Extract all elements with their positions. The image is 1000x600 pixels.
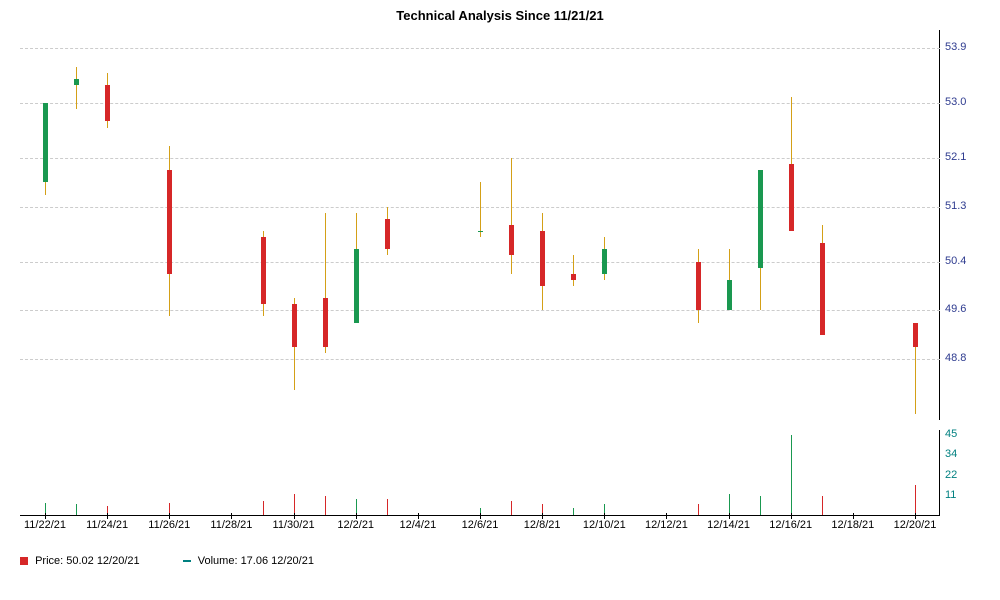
x-axis-label: 12/10/21 <box>583 519 626 531</box>
volume-bar <box>915 485 916 515</box>
candle-body <box>261 237 266 304</box>
legend-volume-label: Volume: 17.06 12/20/21 <box>198 555 314 567</box>
candle-body <box>696 262 701 311</box>
x-axis-label: 11/30/21 <box>273 519 315 531</box>
legend-price-label: Price: 50.02 12/20/21 <box>35 555 140 567</box>
x-axis-label: 12/2/21 <box>337 519 374 531</box>
price-y-label: 51.3 <box>945 200 966 212</box>
candle-body <box>478 231 483 232</box>
x-axis-label: 12/6/21 <box>462 519 499 531</box>
chart-container: Technical Analysis Since 11/21/21 48.849… <box>0 0 1000 600</box>
candle-wick <box>480 182 481 237</box>
volume-bar <box>573 508 574 515</box>
x-axis-label: 11/28/21 <box>210 519 252 531</box>
price-y-label: 48.8 <box>945 352 966 364</box>
candle-body <box>323 298 328 347</box>
candle-body <box>292 304 297 347</box>
volume-y-label: 34 <box>945 448 957 460</box>
candle-body <box>820 243 825 334</box>
volume-bar <box>729 494 730 515</box>
x-axis-label: 12/20/21 <box>894 519 937 531</box>
x-axis-label: 12/8/21 <box>524 519 561 531</box>
x-axis-label: 12/14/21 <box>707 519 750 531</box>
volume-bar <box>76 504 77 515</box>
x-axis-label: 12/16/21 <box>769 519 812 531</box>
volume-bar <box>294 494 295 515</box>
candle-body <box>105 85 110 122</box>
legend-volume: Volume: 17.06 12/20/21 <box>183 555 314 567</box>
x-axis: 11/22/21 11/24/21 11/26/21 11/28/21 11/30/21… <box>20 515 940 540</box>
price-y-label: 50.4 <box>945 255 966 267</box>
volume-bar <box>698 504 699 515</box>
x-axis-label: 11/24/21 <box>86 519 128 531</box>
candle-body <box>385 219 390 249</box>
volume-bar <box>760 496 761 515</box>
candle-body <box>602 249 607 273</box>
volume-bar <box>511 501 512 515</box>
candle-wick <box>573 255 574 285</box>
candle-body <box>43 103 48 182</box>
candle-wick <box>511 158 512 274</box>
candle-wick <box>76 67 77 110</box>
price-panel: 48.849.650.451.352.153.053.9 <box>20 30 940 420</box>
volume-bar <box>822 496 823 515</box>
x-axis-label: 12/12/21 <box>645 519 688 531</box>
price-y-label: 49.6 <box>945 303 966 315</box>
candle-body <box>167 170 172 274</box>
x-axis-label: 12/18/21 <box>831 519 874 531</box>
chart-title: Technical Analysis Since 11/21/21 <box>0 8 1000 23</box>
candle-body <box>571 274 576 280</box>
volume-panel: 11223445 <box>20 430 940 515</box>
volume-y-label: 45 <box>945 428 957 440</box>
legend-price-marker <box>20 557 28 565</box>
candle-body <box>74 79 79 85</box>
chart-area: 48.849.650.451.352.153.053.9 11223445 11… <box>20 30 940 540</box>
candle-body <box>727 280 732 310</box>
candle-body <box>509 225 514 255</box>
candle-body <box>789 164 794 231</box>
legend: Price: 50.02 12/20/21 Volume: 17.06 12/2… <box>20 555 354 567</box>
legend-price: Price: 50.02 12/20/21 <box>20 555 140 567</box>
candle-body <box>758 170 763 268</box>
candle-body <box>913 323 918 347</box>
candle-body <box>354 249 359 322</box>
price-y-label: 52.1 <box>945 151 966 163</box>
x-axis-label: 11/22/21 <box>24 519 66 531</box>
volume-bar <box>387 499 388 515</box>
candle-body <box>540 231 545 286</box>
volume-bar <box>325 496 326 515</box>
volume-y-label: 22 <box>945 469 957 481</box>
x-axis-label: 12/4/21 <box>399 519 436 531</box>
price-y-label: 53.0 <box>945 96 966 108</box>
x-axis-label: 11/26/21 <box>148 519 190 531</box>
volume-y-label: 11 <box>945 489 956 501</box>
legend-volume-marker <box>183 560 191 562</box>
price-y-label: 53.9 <box>945 41 966 53</box>
volume-bar <box>263 501 264 515</box>
volume-bar <box>791 435 792 515</box>
